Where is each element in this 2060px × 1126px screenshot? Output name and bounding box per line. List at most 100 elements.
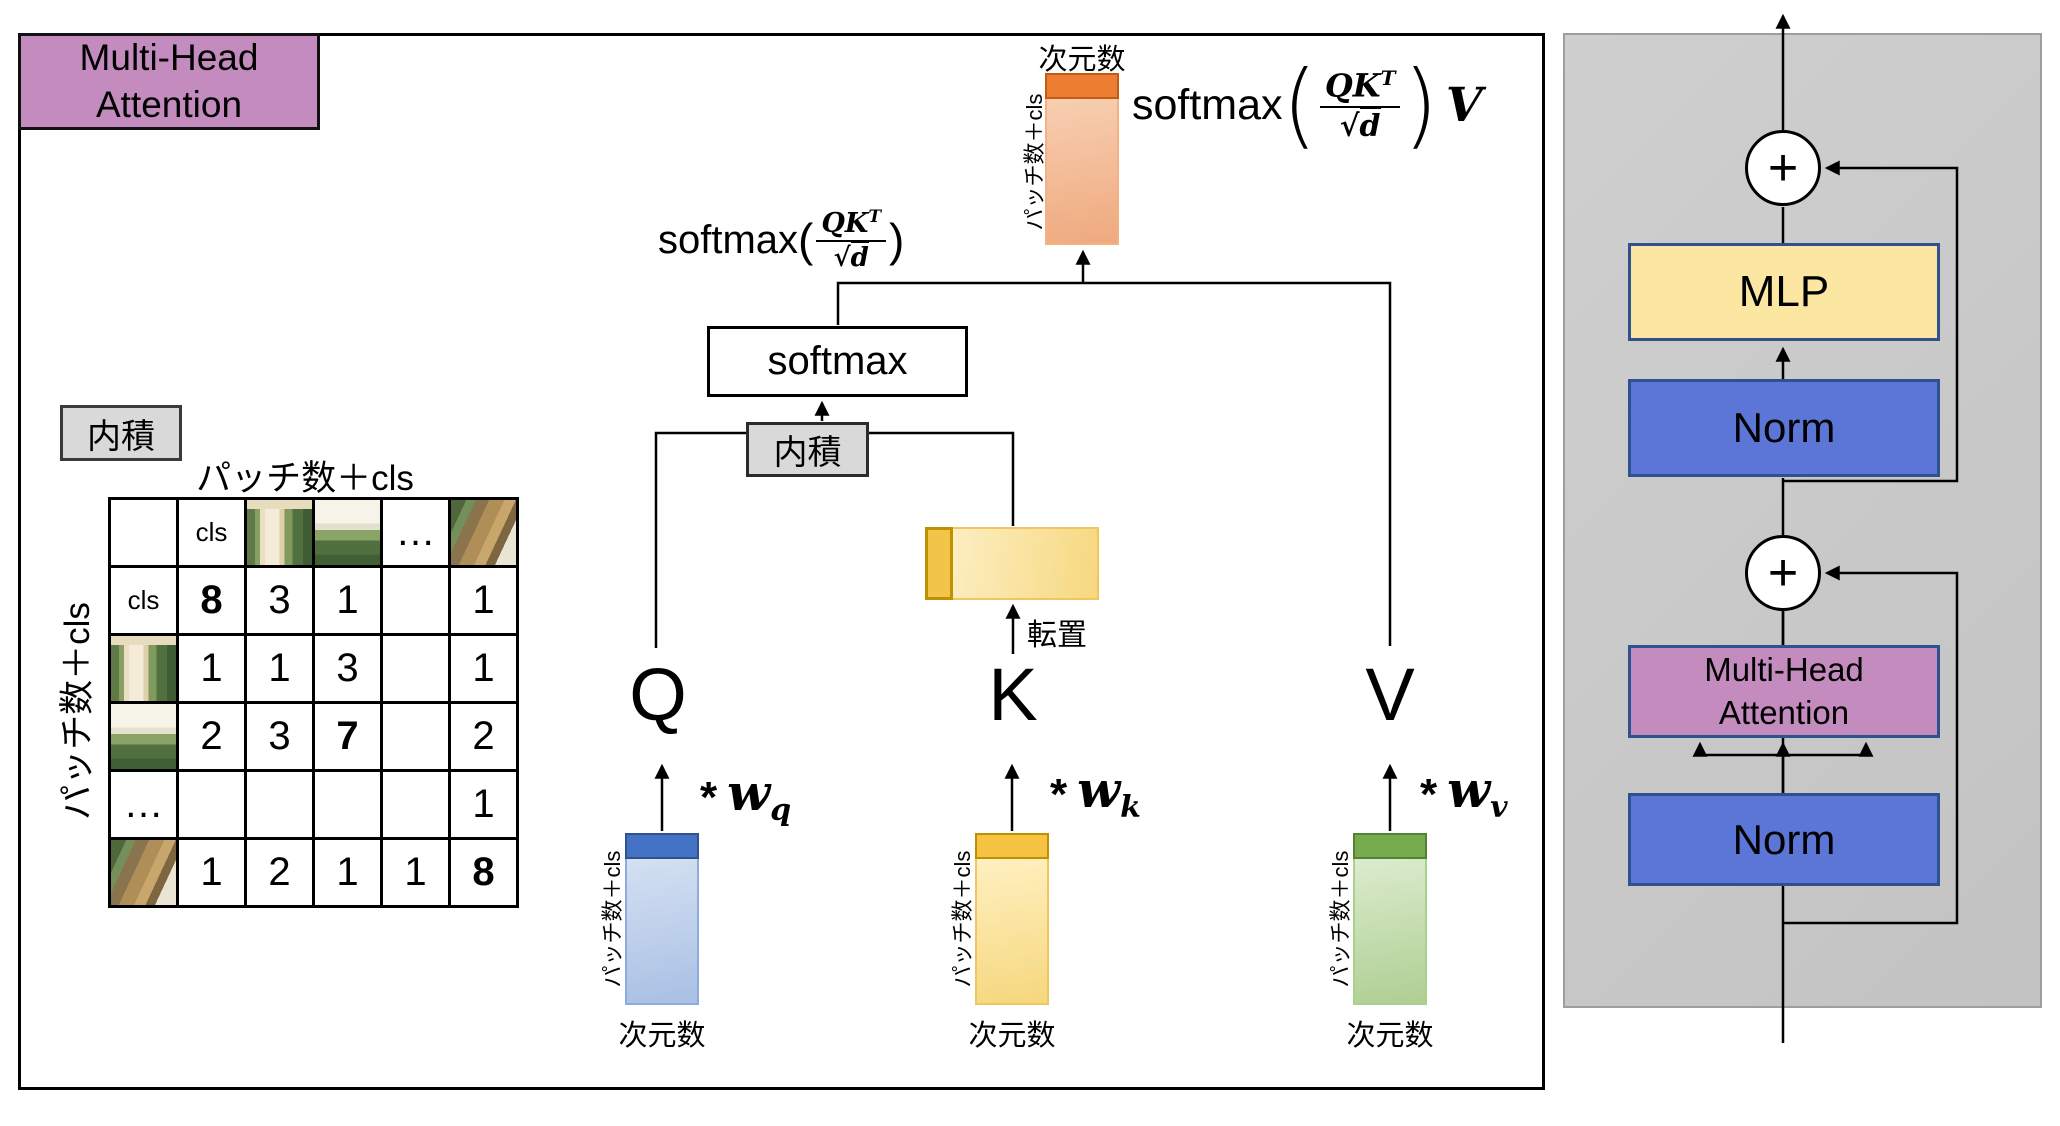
mha-label-line1: Multi-Head [1704, 650, 1864, 688]
table-cell [312, 769, 383, 840]
table-row: cls … [108, 497, 519, 568]
table-cell: 8 [448, 837, 519, 908]
table-cell: … [108, 769, 179, 840]
k-input-matrix [975, 833, 1049, 1005]
table-cell: … [380, 497, 451, 568]
norm-block-lower: Norm [1628, 793, 1940, 886]
softmax-formula: softmax( QKT √d ) [658, 196, 904, 284]
formula-open-paren: ( [1282, 49, 1317, 159]
patch-image [112, 841, 175, 904]
mlp-block: MLP [1628, 243, 1940, 341]
table-cell: 1 [176, 837, 247, 908]
patch-image [112, 705, 175, 768]
table-cell: 3 [244, 701, 315, 772]
output-side-label: パッチ数＋cls [1022, 93, 1047, 231]
table-cell: 1 [312, 837, 383, 908]
kt-matrix-body [953, 527, 1099, 600]
table-cell: 8 [176, 565, 247, 636]
table-cell: 1 [380, 837, 451, 908]
formula-open-paren: ( [798, 214, 814, 266]
formula-fraction: QKT √d [816, 207, 887, 273]
weight-subscript: q [770, 793, 792, 828]
plus-sign: + [1767, 544, 1799, 602]
table-cell [244, 497, 315, 568]
residual-upper [1783, 160, 1959, 483]
q-dim-label: 次元数 [618, 1020, 706, 1052]
formula-operand-v: V [1445, 77, 1483, 133]
plus-sign: + [1767, 139, 1799, 197]
table-row: cls 8 3 1 1 [108, 565, 519, 636]
norm-block-upper: Norm [1628, 379, 1940, 477]
formula-func: softmax [1132, 80, 1283, 129]
inner-product-box: 内積 [746, 422, 869, 477]
weight-w: w [1447, 760, 1491, 819]
k-letter: K [988, 653, 1038, 736]
v-letter: V [1365, 653, 1415, 736]
weight-subscript: k [1120, 790, 1141, 825]
patch-image [112, 637, 175, 700]
v-side-label: パッチ数＋cls [1328, 850, 1353, 988]
formula-den-var: d [850, 241, 869, 273]
formula-radical: √ [833, 243, 851, 273]
weight-subscript: v [1490, 790, 1508, 825]
table-cell [108, 837, 179, 908]
q-input-matrix [625, 833, 699, 1005]
table-cell [380, 701, 451, 772]
v-matrix-cls-row [1353, 833, 1427, 859]
formula-exponent: T [868, 207, 882, 227]
table-cell: 2 [176, 701, 247, 772]
table-cell [380, 633, 451, 704]
line-naiseki-to-kt [869, 431, 1015, 526]
k-transposed-matrix [925, 527, 1099, 600]
output-dim-label: 次元数 [1038, 44, 1126, 76]
table-cell: 1 [448, 633, 519, 704]
mlp-label: MLP [1738, 267, 1830, 316]
line-naiseki-to-q [654, 431, 746, 648]
table-cell [108, 497, 179, 568]
patch-image [452, 501, 515, 564]
k-side-label: パッチ数＋cls [950, 850, 975, 988]
table-cell: 1 [312, 565, 383, 636]
v-matrix-body [1353, 859, 1427, 1005]
k-matrix-cls-row [975, 833, 1049, 859]
formula-den-var: d [1359, 106, 1381, 144]
q-letter: Q [629, 653, 687, 736]
table-row-axis-label: パッチ数＋cls [58, 602, 97, 820]
table-cell: 1 [244, 633, 315, 704]
formula-radical: √ [1339, 108, 1360, 144]
q-matrix-body [625, 859, 699, 1005]
inner-product-tag: 内積 [60, 405, 182, 461]
table-cell [380, 565, 451, 636]
table-cell [108, 701, 179, 772]
attention-output-formula: softmax( QKT √d ) V [1132, 55, 1482, 155]
table-cell: 7 [312, 701, 383, 772]
residual-lower [1783, 565, 1959, 925]
q-matrix-cls-row [625, 833, 699, 859]
residual-add-node-upper: + [1745, 130, 1821, 206]
table-cell [176, 769, 247, 840]
inner-product-tag-label: 内積 [87, 417, 155, 456]
q-side-label: パッチ数＋cls [600, 850, 625, 988]
title-line2: Attention [95, 83, 243, 125]
table-cell: 2 [244, 837, 315, 908]
mha-label-line2: Attention [1718, 693, 1850, 731]
norm-label: Norm [1732, 815, 1836, 863]
v-dim-label: 次元数 [1346, 1020, 1434, 1052]
table-cell: cls [108, 565, 179, 636]
patch-image [316, 501, 379, 564]
table-cell: 3 [312, 633, 383, 704]
table-cell [380, 769, 451, 840]
patch-image [248, 501, 311, 564]
wq-weight-label: * w q [700, 768, 791, 826]
k-matrix-body [975, 859, 1049, 1005]
table-cell: 1 [448, 769, 519, 840]
formula-numerator: QK [1324, 66, 1381, 105]
formula-close-paren: ) [889, 214, 905, 266]
table-col-axis-label: パッチ数＋cls [196, 459, 414, 498]
formula-numerator: QK [821, 208, 869, 239]
formula-close-paren: ) [1403, 49, 1438, 159]
multi-head-attention-block: Multi-Head Attention [1628, 645, 1940, 738]
weight-w: w [1077, 760, 1121, 819]
softmax-box-label: softmax [767, 339, 908, 383]
